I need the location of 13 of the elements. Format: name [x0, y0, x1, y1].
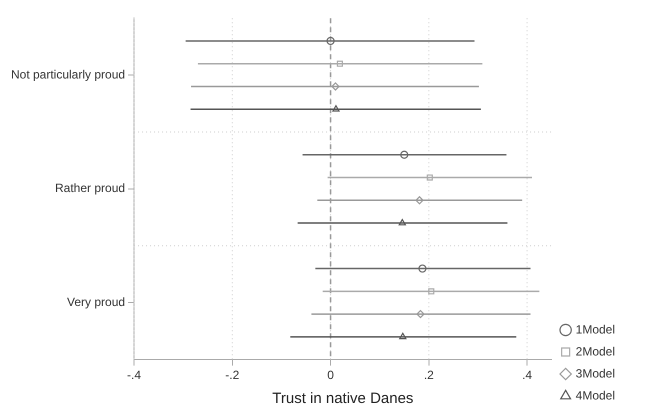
y-tick-label: Very proud	[67, 295, 126, 310]
y-tick-label: Not particularly proud	[10, 67, 126, 82]
legend-label: 4Model	[576, 388, 615, 402]
legend-label: 2Model	[576, 344, 615, 358]
legend-label: 3Model	[576, 366, 615, 380]
x-tick-label: -.2	[225, 368, 240, 382]
x-tick-label: 0	[327, 368, 334, 382]
y-tick-label: Rather proud	[55, 181, 126, 196]
x-tick-label: .2	[424, 368, 434, 382]
x-tick-label: -.4	[127, 368, 142, 382]
x-axis-title: Trust in native Danes	[272, 390, 414, 408]
x-tick-label: .4	[522, 368, 532, 382]
legend-label: 1Model	[576, 322, 615, 336]
